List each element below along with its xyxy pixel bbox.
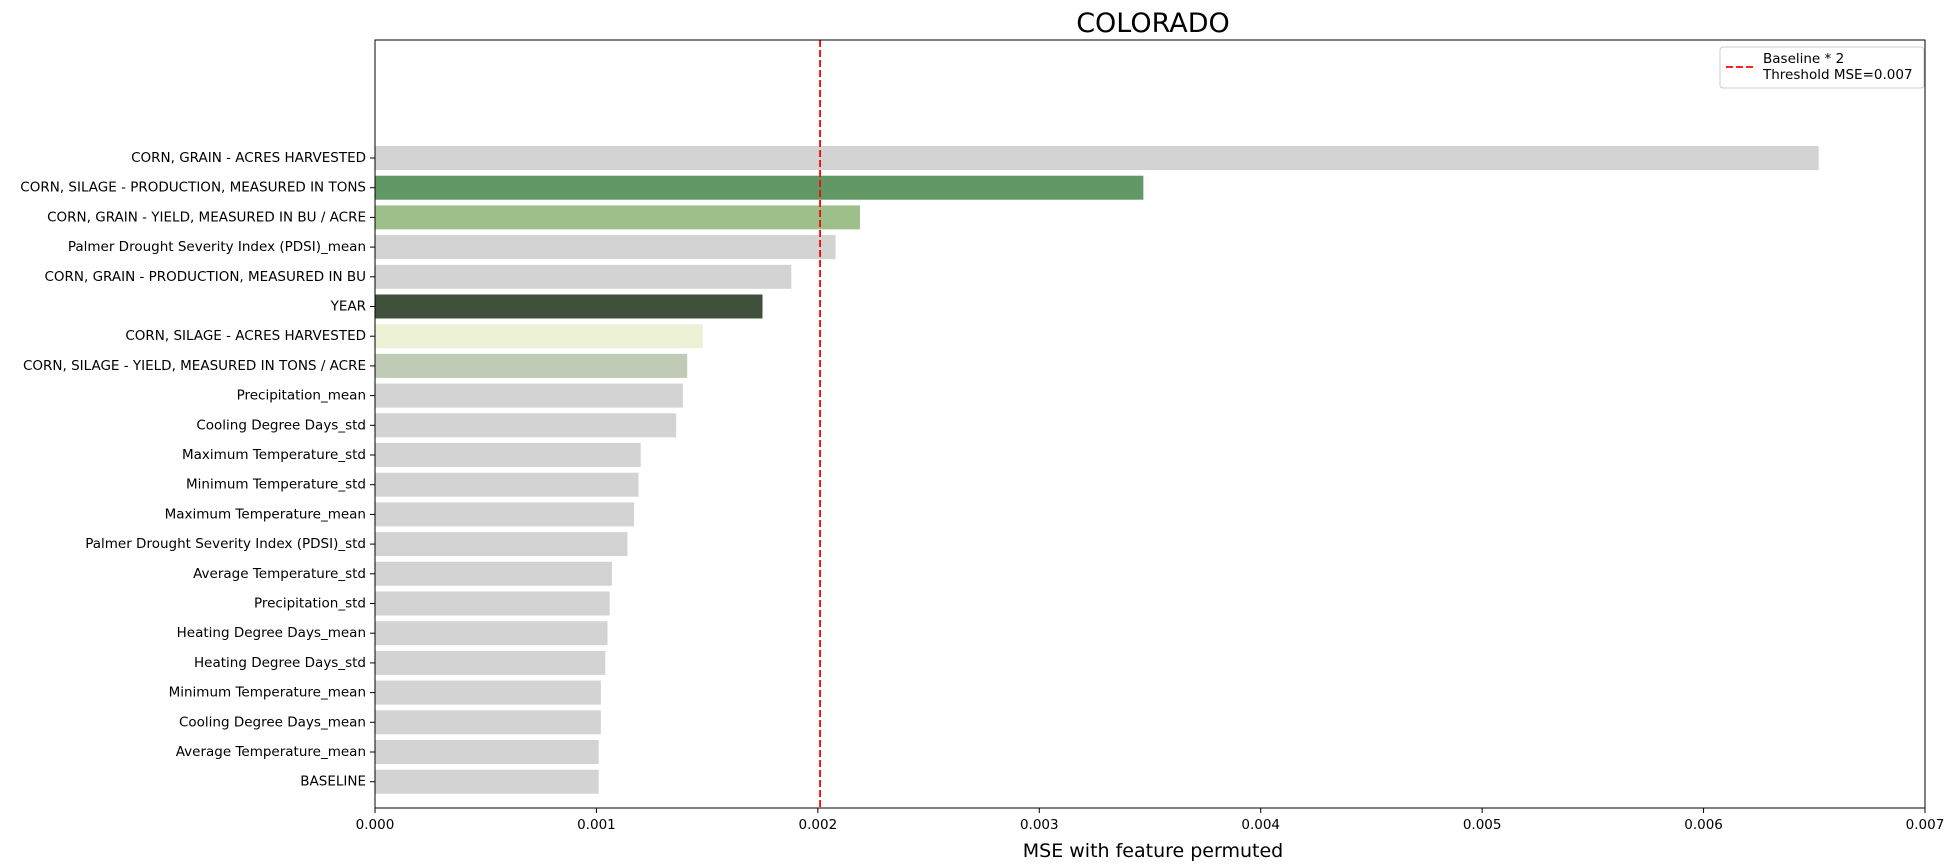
x-tick-label: 0.000 — [356, 817, 395, 833]
bar-6 — [375, 324, 703, 349]
x-tick-label: 0.003 — [1020, 817, 1059, 833]
bar-12 — [375, 502, 635, 527]
bar-16 — [375, 621, 608, 646]
plot-frame — [374, 39, 1926, 809]
y-tick-label: Palmer Drought Severity Index (PDSI)_mea… — [68, 239, 366, 255]
chart-title: COLORADO — [1076, 8, 1230, 39]
bar-21 — [375, 769, 599, 794]
bar-1 — [375, 175, 1144, 200]
y-tick-label: CORN, GRAIN - YIELD, MEASURED IN BU / AC… — [47, 209, 366, 225]
bars-group — [375, 146, 1819, 794]
y-tick-label: YEAR — [330, 299, 366, 315]
y-tick-label: Average Temperature_mean — [176, 744, 366, 760]
x-tick-label: 0.007 — [1906, 817, 1945, 833]
bar-19 — [375, 710, 601, 735]
bar-0 — [375, 146, 1819, 170]
bar-5 — [375, 294, 763, 319]
x-tick-label: 0.002 — [799, 817, 838, 833]
y-tick-label: Cooling Degree Days_std — [196, 417, 366, 433]
bar-17 — [375, 650, 606, 675]
legend-label-line2: Threshold MSE=0.007 — [1762, 67, 1913, 83]
y-tick-label: Minimum Temperature_std — [186, 477, 366, 493]
bar-8 — [375, 383, 683, 408]
y-tick-label: Precipitation_std — [254, 596, 366, 612]
y-axis-ticks: CORN, GRAIN - ACRES HARVESTED CORN, SILAG… — [20, 150, 375, 790]
bar-15 — [375, 591, 610, 616]
bar-11 — [375, 472, 639, 497]
y-tick-label: Average Temperature_std — [193, 566, 366, 582]
y-tick-label: Maximum Temperature_std — [182, 447, 366, 463]
x-axis-ticks: 0.000 0.001 0.002 0.003 0.004 0.005 0.006 0.007 — [356, 808, 1945, 833]
y-tick-label: Maximum Temperature_mean — [165, 506, 366, 522]
y-tick-label: Heating Degree Days_std — [194, 655, 366, 671]
y-tick-label: CORN, SILAGE - PRODUCTION, MEASURED IN T… — [20, 180, 366, 196]
x-tick-label: 0.006 — [1684, 817, 1723, 833]
bar-7 — [375, 353, 688, 378]
y-tick-label: Precipitation_mean — [237, 388, 366, 404]
x-tick-label: 0.001 — [577, 817, 616, 833]
legend-label-line1: Baseline * 2 — [1763, 51, 1844, 67]
bar-18 — [375, 680, 601, 705]
bar-3 — [375, 235, 836, 260]
x-tick-label: 0.004 — [1241, 817, 1280, 833]
y-tick-label: Heating Degree Days_mean — [177, 625, 366, 641]
y-tick-label: Minimum Temperature_mean — [169, 685, 366, 701]
bar-20 — [375, 740, 599, 764]
bar-4 — [375, 264, 792, 289]
bar-13 — [375, 532, 628, 557]
y-tick-label: CORN, SILAGE - YIELD, MEASURED IN TONS /… — [23, 358, 366, 374]
y-tick-label: CORN, SILAGE - ACRES HARVESTED — [125, 328, 366, 344]
bar-2 — [375, 205, 860, 230]
y-tick-label: CORN, GRAIN - ACRES HARVESTED — [131, 150, 366, 166]
bar-9 — [375, 413, 677, 438]
x-tick-label: 0.005 — [1463, 817, 1502, 833]
y-tick-label: Palmer Drought Severity Index (PDSI)_std — [85, 536, 366, 552]
y-tick-label: CORN, GRAIN - PRODUCTION, MEASURED IN BU — [44, 269, 366, 285]
legend-box — [1719, 46, 1925, 89]
bar-10 — [375, 443, 641, 467]
x-axis-label: MSE with feature permuted — [1023, 840, 1283, 862]
bar-14 — [375, 561, 612, 586]
y-tick-label: BASELINE — [300, 774, 366, 790]
legend: Baseline * 2 Threshold MSE=0.007 — [1719, 46, 1925, 89]
y-tick-label: Cooling Degree Days_mean — [179, 714, 366, 730]
